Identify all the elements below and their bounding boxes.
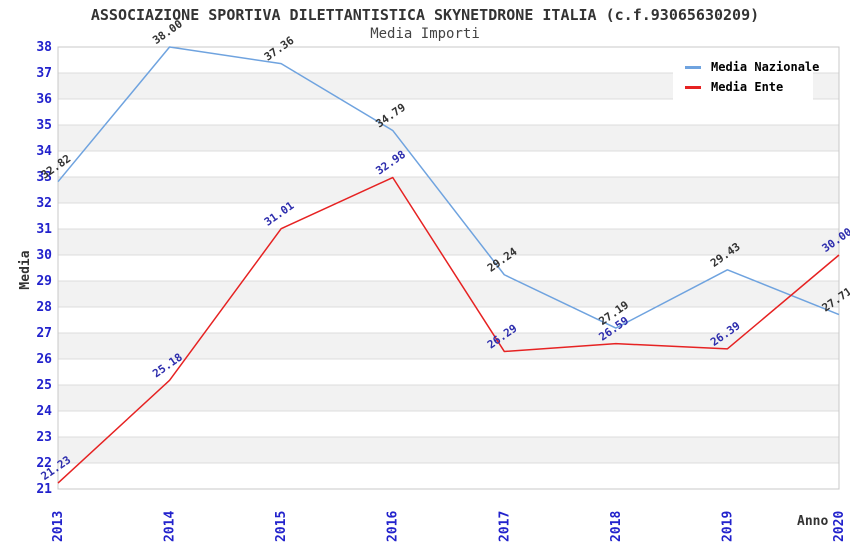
y-tick-label: 31 bbox=[36, 222, 52, 237]
legend-box: Media Nazionale Media Ente bbox=[673, 51, 819, 103]
legend-item-media-nazionale: Media Nazionale bbox=[685, 57, 819, 77]
legend-label: Media Ente bbox=[711, 80, 784, 94]
grid-band bbox=[58, 281, 839, 307]
y-tick-label: 21 bbox=[36, 482, 52, 497]
legend-swatch-icon bbox=[685, 65, 701, 69]
y-tick-label: 30 bbox=[36, 248, 52, 263]
grid-band bbox=[58, 437, 839, 463]
x-tick-label: 2018 bbox=[609, 511, 624, 542]
point-value-label: 32.98 bbox=[373, 148, 408, 178]
grid-band bbox=[58, 229, 839, 255]
y-tick-label: 29 bbox=[36, 274, 52, 289]
y-tick-label: 36 bbox=[36, 92, 52, 107]
grid-band bbox=[58, 385, 839, 411]
x-tick-label: 2017 bbox=[497, 511, 512, 542]
chart-subtitle: Media Importi bbox=[370, 26, 480, 42]
y-tick-label: 23 bbox=[36, 430, 52, 445]
series-line-media-nazionale bbox=[57, 46, 840, 329]
x-tick-label: 2014 bbox=[163, 511, 178, 542]
plot-border bbox=[57, 46, 840, 490]
x-tick-label: 2019 bbox=[720, 511, 735, 542]
x-tick-label: 2020 bbox=[832, 511, 847, 542]
legend-label: Media Nazionale bbox=[711, 60, 820, 74]
y-tick-label: 35 bbox=[36, 118, 52, 133]
y-tick-label: 22 bbox=[36, 456, 52, 471]
y-tick-label: 34 bbox=[36, 144, 52, 159]
y-tick-label: 38 bbox=[36, 40, 52, 55]
grid-band bbox=[58, 177, 839, 203]
y-tick-label: 28 bbox=[36, 300, 52, 315]
legend-swatch-icon bbox=[685, 85, 701, 89]
chart-title: ASSOCIAZIONE SPORTIVA DILETTANTISTICA SK… bbox=[90, 6, 760, 24]
x-tick-label: 2016 bbox=[386, 511, 401, 542]
y-tick-label: 27 bbox=[36, 326, 52, 341]
y-tick-label: 26 bbox=[36, 352, 52, 367]
y-tick-label: 33 bbox=[36, 170, 52, 185]
y-tick-label: 32 bbox=[36, 196, 52, 211]
y-axis-label: Media bbox=[18, 250, 33, 290]
x-tick-label: 2013 bbox=[51, 511, 66, 542]
x-tick-label: 2015 bbox=[274, 511, 289, 542]
y-tick-label: 25 bbox=[36, 378, 52, 393]
y-tick-label: 24 bbox=[36, 404, 52, 419]
grid-band bbox=[58, 125, 839, 151]
legend-item-media-ente: Media Ente bbox=[685, 77, 809, 97]
series-line-media-ente bbox=[57, 176, 840, 484]
y-tick-label: 37 bbox=[36, 66, 52, 81]
x-axis-label: Anno bbox=[797, 514, 829, 529]
